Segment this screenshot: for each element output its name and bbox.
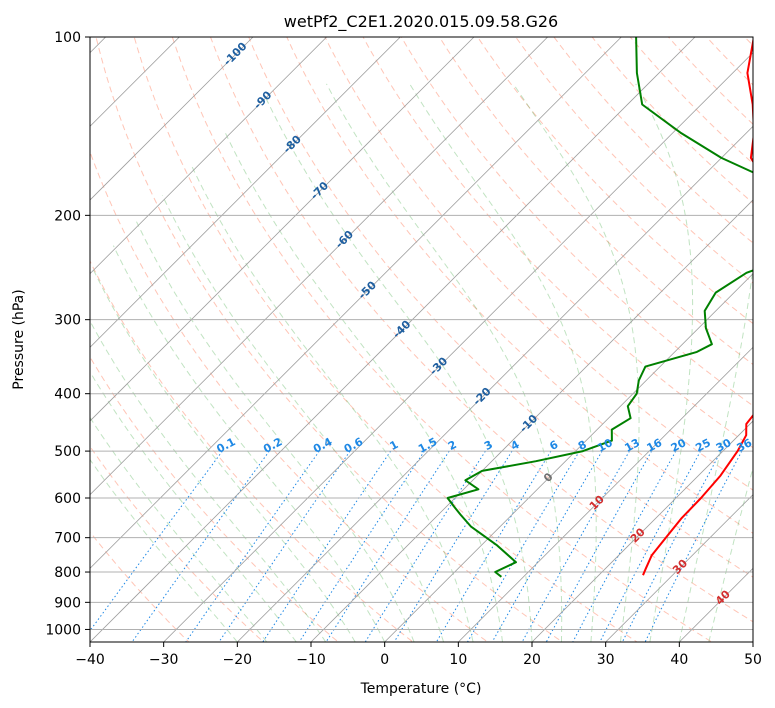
moist-adiabat <box>90 320 327 642</box>
isotherm-line <box>531 420 753 642</box>
isotherm-line <box>605 494 753 642</box>
y-tick-label: 800 <box>54 565 81 581</box>
dry-adiabat <box>362 37 753 449</box>
dry-adiabat <box>209 37 753 623</box>
isotherm-line <box>310 199 753 642</box>
mixing-ratio-label: 10 <box>595 436 615 455</box>
moist-adiabat <box>136 221 415 642</box>
moist-adiabat <box>91 267 356 642</box>
x-tick-label: 50 <box>744 652 762 668</box>
y-tick-label: 200 <box>54 208 81 224</box>
y-axis-label: Pressure (hPa) <box>11 289 27 389</box>
isotherm-line <box>384 273 753 642</box>
dry-adiabat <box>90 150 489 642</box>
moist-adiabat <box>409 83 597 642</box>
dry-adiabat <box>133 37 638 642</box>
x-tick-label: 30 <box>597 652 615 668</box>
isotherm-line <box>163 52 753 642</box>
moist-adiabat <box>90 458 238 642</box>
moist-adiabat <box>678 83 753 642</box>
moist-adiabat <box>112 245 386 642</box>
dry-adiabat <box>324 37 753 491</box>
x-tick-label: −30 <box>149 652 179 668</box>
y-tick-label: 900 <box>54 595 81 611</box>
mixing-ratio-label: 20 <box>669 436 689 455</box>
isotherm-line <box>237 125 753 642</box>
temperature-profile <box>642 37 753 576</box>
moist-adiabat <box>191 165 474 642</box>
isotherm-line <box>90 37 696 642</box>
mixing-ratio-label: 36 <box>735 436 755 455</box>
chart-title: wetPf2_C2E1.2020.015.09.58.G26 <box>284 12 558 32</box>
isotherm-line <box>90 37 475 422</box>
y-tick-label: 100 <box>54 30 81 46</box>
y-tick-label: 500 <box>54 444 81 460</box>
dry-adiabat <box>90 356 340 642</box>
x-axis-label: Temperature (°C) <box>360 681 482 697</box>
isotherm-line <box>90 37 254 201</box>
moist-adiabat <box>161 195 445 642</box>
moist-adiabat <box>326 83 563 642</box>
dewpoint-profile <box>446 37 753 578</box>
x-tick-label: −20 <box>223 652 253 668</box>
dry-adiabat <box>515 37 753 284</box>
x-tick-label: −10 <box>296 652 326 668</box>
x-tick-label: 10 <box>449 652 467 668</box>
y-tick-label: 300 <box>54 313 81 329</box>
x-tick-label: −40 <box>75 652 105 668</box>
moist-adiabat <box>263 94 533 642</box>
x-tick-label: 0 <box>380 652 389 668</box>
x-axis-ticks: −40 −30 −20 −10 0 10 20 30 40 50 <box>75 642 762 668</box>
y-axis-ticks: 100 200 300 400 500 600 700 800 900 1000 <box>45 30 90 638</box>
isotherm-line <box>90 37 327 275</box>
plot-frame <box>89 36 754 643</box>
mixing-ratio-label: 25 <box>693 436 713 455</box>
mixing-ratio-label: 16 <box>645 436 665 455</box>
y-tick-label: 400 <box>54 387 81 403</box>
dry-adiabat <box>286 37 753 534</box>
y-tick-label: 600 <box>54 491 81 507</box>
isotherm-line <box>90 37 401 348</box>
moist-adiabat <box>708 465 753 642</box>
isotherm-line <box>458 346 753 642</box>
dry-adiabat <box>248 37 753 578</box>
grid <box>90 37 753 642</box>
moist-adiabat <box>512 83 640 642</box>
y-tick-label: 700 <box>54 531 81 547</box>
x-tick-label: 40 <box>670 652 688 668</box>
dry-adiabat <box>90 445 265 642</box>
isotherm-line <box>90 37 622 569</box>
data-series <box>446 37 753 578</box>
mixing-ratio-label: 13 <box>622 436 642 455</box>
isotherm-line <box>90 37 548 496</box>
dry-adiabat <box>95 37 564 642</box>
dry-adiabat <box>171 37 713 642</box>
moist-adiabat <box>635 83 694 642</box>
x-tick-label: 20 <box>523 652 541 668</box>
y-tick-label: 1000 <box>45 622 81 638</box>
mixing-ratio-label: 30 <box>714 436 734 455</box>
